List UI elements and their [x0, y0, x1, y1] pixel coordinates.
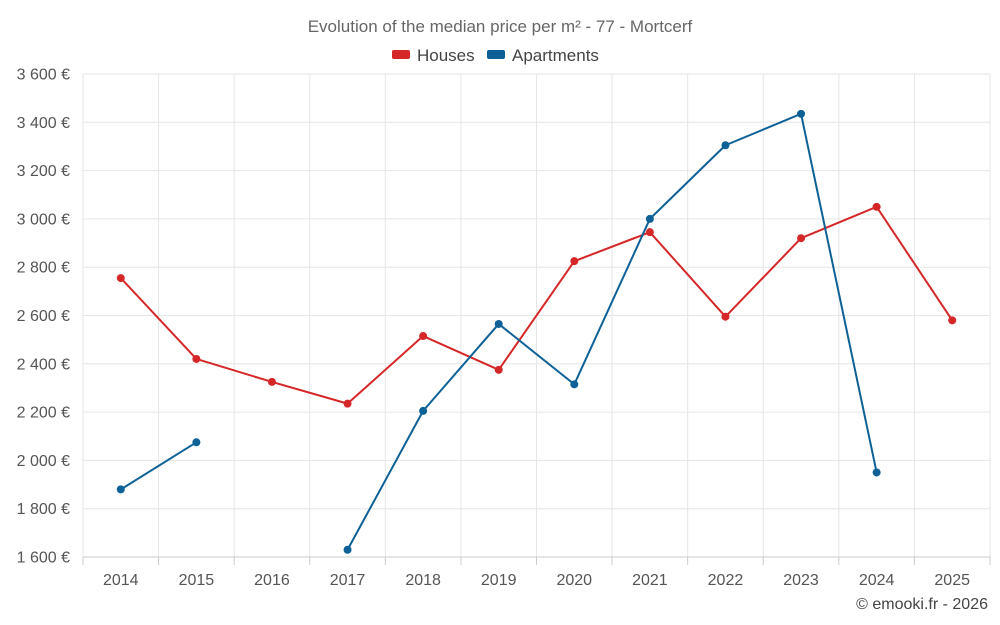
x-tick-label: 2022	[708, 572, 744, 589]
data-point-apartments-2015[interactable]	[192, 438, 201, 447]
series-houses	[116, 202, 957, 408]
data-point-houses-2025[interactable]	[948, 316, 957, 325]
legend-swatch-houses	[392, 50, 410, 59]
y-tick-label: 3 000 €	[17, 211, 70, 228]
y-tick-label: 3 400 €	[17, 115, 70, 132]
series	[116, 109, 957, 554]
data-point-houses-2016[interactable]	[267, 377, 276, 386]
data-point-apartments-2017[interactable]	[343, 545, 352, 554]
data-point-houses-2015[interactable]	[192, 354, 201, 363]
series-line-houses	[120, 205, 954, 405]
data-point-apartments-2019[interactable]	[494, 319, 503, 328]
x-tick-label: 2016	[254, 572, 290, 589]
data-point-houses-2022[interactable]	[721, 312, 730, 321]
y-tick-label: 1 600 €	[17, 550, 70, 567]
legend[interactable]: Houses Apartments	[392, 46, 599, 65]
series-line-apartments	[346, 112, 878, 551]
credit-text: © emooki.fr - 2026	[856, 596, 988, 613]
x-tick-label: 2014	[103, 572, 139, 589]
x-tick-label: 2025	[934, 572, 970, 589]
data-point-houses-2021[interactable]	[645, 228, 654, 237]
x-tick-label: 2018	[405, 572, 441, 589]
legend-swatch-apartments	[487, 50, 505, 59]
series-line-apartments	[120, 441, 197, 491]
y-tick-label: 2 600 €	[17, 308, 70, 325]
legend-item-apartments[interactable]: Apartments	[487, 46, 599, 65]
legend-item-houses[interactable]: Houses	[392, 46, 475, 65]
axes: 1 600 € 1 800 € 2 000 € 2 200 € 2 400 € 2 600…	[17, 67, 991, 589]
data-point-houses-2020[interactable]	[570, 257, 579, 266]
data-point-houses-2023[interactable]	[797, 234, 806, 243]
y-tick-label: 2 400 €	[17, 356, 70, 373]
y-tick-label: 2 200 €	[17, 405, 70, 422]
legend-label-houses: Houses	[417, 46, 475, 65]
data-point-apartments-2018[interactable]	[419, 406, 428, 415]
y-tick-label: 3 600 €	[17, 67, 70, 84]
data-point-houses-2018[interactable]	[419, 332, 428, 341]
data-point-apartments-2021[interactable]	[645, 214, 654, 223]
data-point-apartments-2014[interactable]	[116, 485, 125, 494]
data-point-houses-2019[interactable]	[494, 365, 503, 374]
data-point-houses-2017[interactable]	[343, 399, 352, 408]
x-tick-label: 2021	[632, 572, 668, 589]
data-point-houses-2024[interactable]	[872, 202, 881, 211]
series-apartments	[116, 109, 881, 554]
y-tick-label: 3 200 €	[17, 163, 70, 180]
x-tick-label: 2024	[859, 572, 895, 589]
data-point-houses-2014[interactable]	[116, 274, 125, 283]
chart-title: Evolution of the median price per m² - 7…	[308, 17, 693, 36]
y-tick-label: 2 000 €	[17, 453, 70, 470]
y-tick-label: 1 800 €	[17, 501, 70, 518]
x-tick-label: 2020	[556, 572, 592, 589]
x-tick-label: 2019	[481, 572, 517, 589]
x-tick-label: 2017	[330, 572, 366, 589]
legend-label-apartments: Apartments	[512, 46, 599, 65]
data-point-apartments-2023[interactable]	[797, 109, 806, 118]
y-tick-label: 2 800 €	[17, 260, 70, 277]
data-point-apartments-2020[interactable]	[570, 380, 579, 389]
data-point-apartments-2022[interactable]	[721, 141, 730, 150]
data-point-apartments-2024[interactable]	[872, 468, 881, 477]
x-tick-label: 2015	[179, 572, 215, 589]
x-tick-label: 2023	[783, 572, 819, 589]
